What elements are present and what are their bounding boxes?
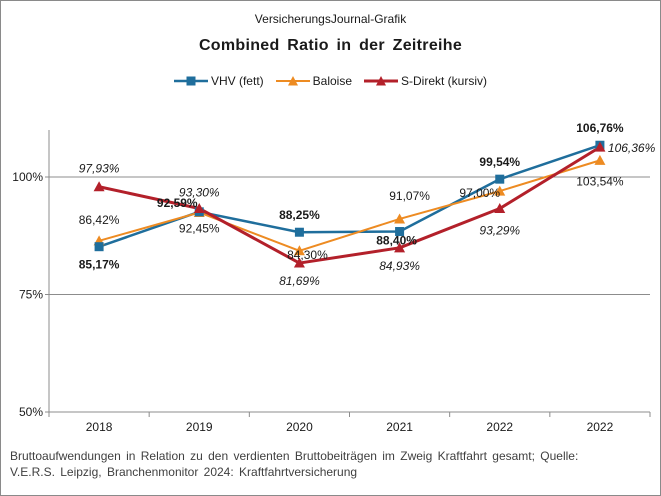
y-tick-label: 50% (19, 405, 43, 419)
data-label-vhv: 88,25% (279, 208, 320, 222)
legend-label-sdirekt: S-Direkt (kursiv) (401, 74, 488, 88)
marker-baloise (394, 213, 406, 224)
data-label-vhv: 106,76% (576, 121, 624, 135)
data-label-vhv: 99,54% (479, 155, 520, 169)
marker-baloise (293, 245, 305, 256)
legend: VHV (fett) Baloise S-Direkt (kursiv) (0, 74, 661, 88)
footnote: Bruttoaufwendungen in Relation zu den ve… (10, 448, 650, 480)
series-lines (98, 144, 601, 265)
y-tick-label: 100% (12, 170, 43, 184)
legend-swatch-sdirekt (364, 76, 399, 86)
marker-sdirekt (394, 242, 406, 253)
legend-swatch-baloise (275, 76, 310, 86)
data-label-baloise: 86,42% (79, 213, 120, 227)
x-tick-label: 2022 (486, 420, 513, 434)
x-tick-label: 2022 (587, 420, 614, 434)
marker-vhv (94, 242, 104, 252)
data-label-baloise: 84,30% (287, 248, 328, 262)
legend-label-baloise: Baloise (312, 74, 353, 88)
marker-vhv (395, 227, 405, 237)
chart-title: Combined Ratio in der Zeitreihe (198, 37, 463, 54)
marker-baloise (494, 185, 506, 196)
data-label-vhv: 85,17% (79, 258, 120, 272)
marker-sdirekt (594, 141, 606, 152)
marker-vhv (294, 227, 304, 237)
series-markers (93, 140, 606, 268)
data-label-vhv: 92,59% (157, 196, 198, 210)
legend-item-vhv: VHV (fett) (173, 74, 264, 88)
data-label-sdirekt: 93,30% (179, 185, 220, 199)
marker-sdirekt (93, 181, 105, 192)
legend-item-sdirekt: S-Direkt (kursiv) (364, 74, 487, 88)
marker-sdirekt (193, 202, 205, 213)
footnote-line-2: V.E.R.S. Leipzig, Branchenmonitor 2024: … (10, 465, 358, 479)
series-line-baloise (98, 159, 601, 252)
legend-item-baloise: Baloise (275, 74, 353, 88)
marker-sdirekt (293, 257, 305, 268)
axes: 50% 75% 100% 2018 2019 2020 2021 2022 2022 (12, 130, 651, 434)
data-label-baloise: 92,45% (179, 221, 220, 235)
footnote-line-1: Bruttoaufwendungen in Relation zu den ve… (10, 449, 579, 463)
chart-source: VersicherungsJournal-Grafik (254, 12, 407, 26)
y-tick-label: 75% (19, 288, 43, 302)
series-line-sdirekt (98, 145, 601, 265)
data-labels: 85,17% 92,59% 88,25% 88,40% 99,54% 106,76% 86,… (79, 121, 656, 288)
data-label-vhv: 88,40% (376, 234, 417, 248)
data-label-baloise: 103,54% (576, 174, 624, 188)
data-label-sdirekt: 93,29% (479, 224, 520, 238)
legend-label-vhv: VHV (fett) (210, 74, 264, 88)
data-label-sdirekt: 81,69% (279, 274, 320, 288)
marker-baloise (594, 154, 606, 165)
x-tick-label: 2018 (86, 420, 113, 434)
data-label-baloise: 97,00% (459, 186, 500, 200)
x-tick-label: 2020 (286, 420, 313, 434)
marker-sdirekt (494, 203, 506, 214)
legend-swatch-vhv (173, 76, 208, 86)
marker-vhv (495, 174, 505, 184)
data-label-sdirekt: 97,93% (79, 162, 120, 176)
x-tick-label: 2021 (386, 420, 413, 434)
data-label-sdirekt: 84,93% (379, 259, 420, 273)
data-label-baloise: 91,07% (389, 189, 430, 203)
data-label-sdirekt: 106,36% (608, 141, 656, 155)
x-tick-label: 2019 (186, 420, 213, 434)
